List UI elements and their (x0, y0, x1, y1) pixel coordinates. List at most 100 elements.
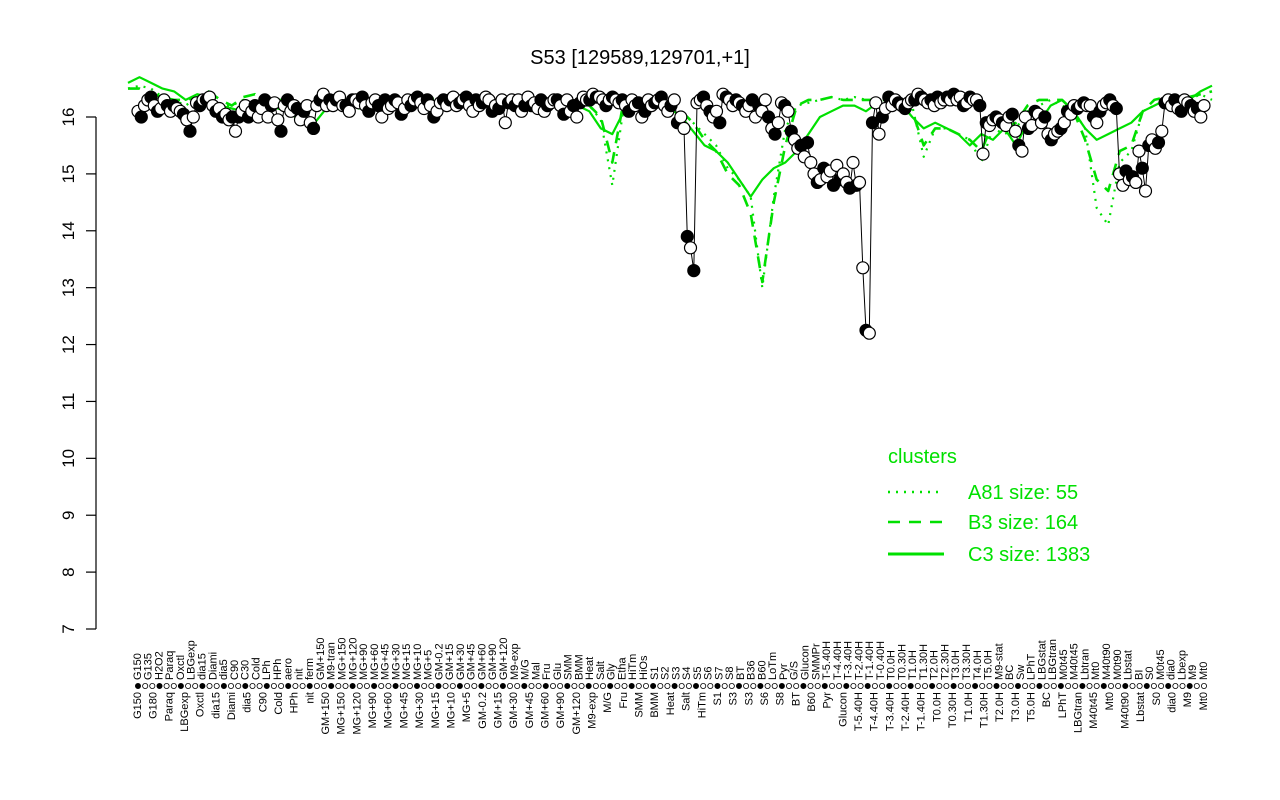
x-tick-label-top: M9 (1187, 665, 1199, 680)
x-tick-mark (1129, 683, 1136, 690)
data-point (1090, 116, 1104, 130)
x-tick-mark (1193, 683, 1200, 690)
x-tick-mark (1150, 683, 1157, 690)
data-point (1005, 107, 1019, 121)
x-tick-mark (900, 683, 907, 690)
x-tick-mark (793, 683, 800, 690)
x-tick-mark (399, 683, 406, 690)
x-tick-mark (177, 683, 184, 690)
x-tick-mark (471, 683, 478, 690)
data-point (570, 110, 584, 124)
x-tick-mark (571, 683, 578, 690)
x-tick-mark (829, 683, 836, 690)
data-point (687, 264, 701, 278)
x-tick-mark (385, 683, 392, 690)
x-tick-label-top: Mal (530, 662, 542, 680)
x-tick-mark (406, 683, 413, 690)
x-tick-mark (1093, 683, 1100, 690)
data-point (852, 175, 867, 189)
data-point (1015, 144, 1029, 158)
x-tick-label-bottom: MG+5 (461, 692, 473, 722)
x-tick-mark (821, 683, 828, 690)
data-point (768, 127, 782, 141)
x-tick-label-bottom: GM+60 (539, 692, 551, 728)
x-tick-mark (1057, 683, 1064, 690)
x-tick-label-top: Glu (552, 663, 564, 680)
x-tick-mark (1136, 683, 1143, 690)
x-tick-label-bottom: S0 (1151, 692, 1163, 705)
x-tick-label-top: T1.0H (907, 650, 919, 680)
x-tick-label-top: MG+15 (401, 644, 413, 680)
x-tick-mark (485, 683, 492, 690)
x-tick-mark (292, 683, 299, 690)
legend-title: clusters (888, 446, 957, 468)
x-tick-mark (263, 683, 270, 690)
x-tick-label-top: T-5.40H (821, 641, 833, 680)
x-tick-mark (535, 683, 542, 690)
x-tick-mark (1065, 683, 1072, 690)
x-tick-label-top: GM+120 (498, 638, 510, 681)
x-tick-label-top: C30 (240, 660, 252, 680)
x-tick-mark (1036, 683, 1043, 690)
data-point (758, 93, 772, 107)
x-tick-mark (657, 683, 664, 690)
x-tick-label-top: MG+150 (336, 638, 348, 681)
x-tick-mark (499, 683, 506, 690)
x-tick-label-top: HPh (272, 659, 284, 680)
points-layer (131, 87, 1211, 340)
x-tick-mark (1108, 683, 1115, 690)
data-point (306, 121, 321, 135)
data-point (846, 155, 860, 170)
x-tick-label-bottom: Pyr (822, 692, 834, 709)
x-tick-label-top: MG+30 (390, 644, 402, 680)
x-tick-mark (721, 683, 728, 690)
chart-title: S53 [129589,129701,+1] (530, 47, 750, 69)
x-tick-label-top: Diami (207, 652, 219, 680)
x-tick-mark (871, 683, 878, 690)
x-tick-mark (1079, 683, 1086, 690)
data-point (1155, 124, 1169, 138)
x-tick-mark (557, 683, 564, 690)
x-tick-label-top: T1.30H (918, 644, 930, 680)
data-point (709, 104, 724, 118)
x-tick-mark (1122, 683, 1129, 690)
x-tick-mark (843, 683, 850, 690)
x-tick-label-top: M9-stat (993, 643, 1005, 680)
x-tick-mark (700, 683, 707, 690)
x-tick-label-bottom: dia0 (1167, 692, 1179, 713)
x-tick-label-top: S3 (670, 667, 682, 680)
x-tick-label-top: GM+90 (487, 644, 499, 680)
x-tick-mark (778, 683, 785, 690)
x-tick-mark (528, 683, 535, 690)
x-tick-label-top: Etha (616, 656, 628, 680)
x-tick-mark (886, 683, 893, 690)
data-point (973, 98, 987, 113)
x-tick-label-top: M0t45 (1155, 649, 1167, 680)
x-tick-label-top: T-3.40H (843, 641, 855, 680)
x-tick-label-top: S4 (681, 667, 693, 680)
x-tick-mark (979, 683, 986, 690)
x-tick-mark (335, 683, 342, 690)
x-tick-label-top: S6 (703, 667, 715, 680)
x-tick-label-top: SMMPr (810, 643, 822, 680)
x-tick-label-top: T2.30H (939, 644, 951, 680)
x-tick-label-bottom: HPh (289, 692, 301, 713)
data-point (869, 96, 883, 110)
x-tick-mark (943, 683, 950, 690)
x-tick-label-top: LoTm (767, 652, 779, 680)
x-tick-mark (1022, 683, 1029, 690)
data-point (872, 127, 886, 141)
x-tick-label-top: T-2.40H (853, 641, 865, 680)
x-tick-mark (857, 683, 864, 690)
x-tick-mark (285, 683, 292, 690)
x-tick-mark (728, 683, 735, 690)
x-tick-mark (134, 683, 141, 690)
x-tick-label-top: Heat (584, 657, 596, 680)
x-tick-mark (929, 683, 936, 690)
x-tick-mark (757, 683, 764, 690)
data-point (804, 155, 818, 170)
data-point (856, 261, 870, 275)
x-tick-mark (628, 683, 635, 690)
x-tick-mark (521, 683, 528, 690)
